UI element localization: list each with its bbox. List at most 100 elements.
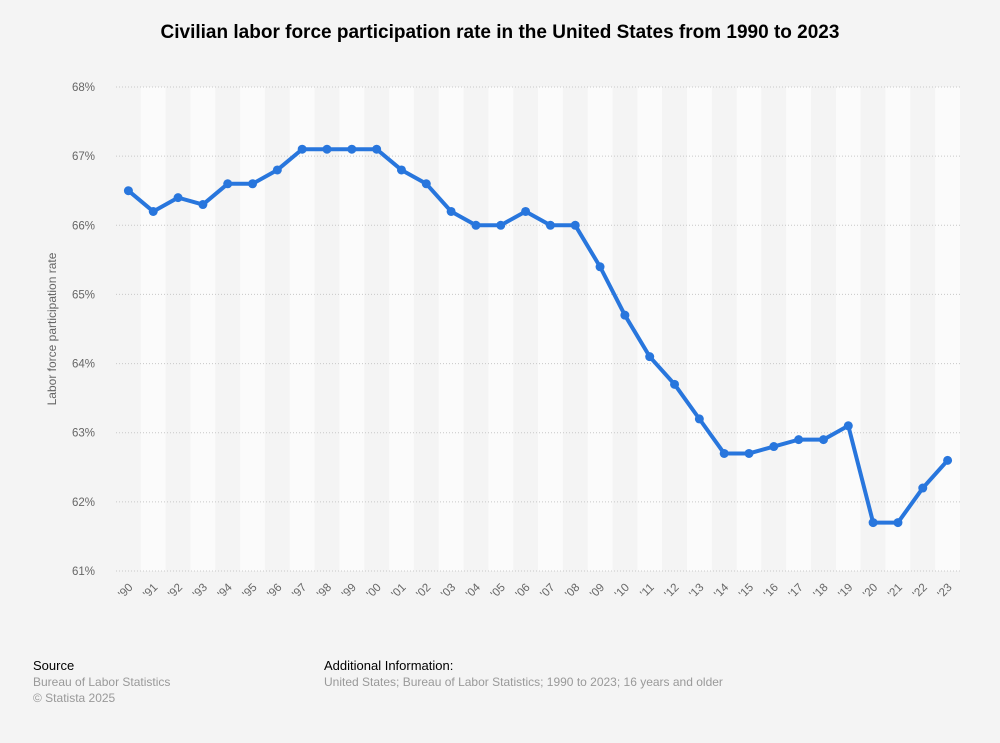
data-point [645, 352, 655, 362]
data-point [272, 165, 282, 175]
x-tick-label: '97 [290, 582, 309, 601]
data-point [943, 455, 953, 465]
x-tick-label: '98 [315, 582, 334, 601]
column-band [935, 87, 960, 571]
data-point [421, 179, 431, 189]
y-axis-label: Labor force participation rate [45, 252, 59, 405]
data-point [198, 200, 208, 210]
y-tick-label: 62% [72, 497, 95, 509]
data-point [744, 448, 754, 458]
x-tick-label: '94 [216, 581, 236, 601]
y-tick-label: 66% [72, 220, 95, 232]
column-band [587, 87, 613, 571]
x-tick-label: '11 [638, 582, 656, 600]
x-tick-label: '16 [762, 582, 781, 601]
x-tick-label: '96 [265, 582, 284, 601]
chart-title: Civilian labor force participation rate … [160, 22, 840, 43]
x-tick-label: '01 [390, 582, 409, 601]
x-tick-label: '07 [538, 582, 557, 601]
x-tick-label: '14 [712, 581, 732, 601]
x-tick-label: '92 [166, 582, 185, 601]
column-band [488, 87, 514, 571]
data-point [719, 448, 729, 458]
x-tick-label: '21 [886, 582, 905, 601]
y-tick-label: 65% [72, 289, 95, 301]
x-tick-label: '10 [613, 582, 632, 601]
column-band [438, 87, 464, 571]
data-point [372, 144, 382, 154]
data-point [868, 518, 878, 528]
column-band [835, 87, 861, 571]
series-line [126, 147, 950, 525]
column-band [786, 87, 812, 571]
y-tick-label: 61% [72, 566, 95, 578]
copyright-text: © Statista 2025 [33, 691, 116, 705]
x-tick-label: '00 [365, 582, 384, 601]
x-tick-label: '09 [588, 582, 607, 601]
x-tick-label: '08 [563, 582, 582, 601]
y-tick-label: 63% [72, 428, 95, 440]
data-point [521, 206, 531, 216]
x-tick-label: '05 [489, 582, 508, 601]
x-tick-label: '13 [687, 582, 706, 601]
data-point [570, 220, 580, 230]
column-band [736, 87, 762, 571]
x-tick-label: '95 [241, 582, 260, 601]
data-point [694, 414, 704, 424]
column-band [289, 87, 315, 571]
x-tick-label: '90 [116, 582, 135, 601]
x-tick-label: '23 [936, 582, 955, 601]
column-band [637, 87, 663, 571]
x-tick-label: '18 [812, 582, 831, 601]
data-point [446, 206, 456, 216]
column-band [190, 87, 216, 571]
column-band [389, 87, 414, 571]
data-point [223, 179, 233, 189]
data-point [248, 179, 258, 189]
data-point [297, 144, 307, 154]
x-tick-label: '03 [439, 582, 458, 601]
y-tick-label: 64% [72, 359, 95, 371]
data-point [620, 310, 630, 320]
source-heading: Source [33, 658, 75, 673]
column-band [885, 87, 911, 571]
x-tick-label: '19 [836, 582, 855, 601]
data-point [595, 262, 605, 272]
data-point [123, 186, 133, 196]
column-band [140, 87, 166, 571]
data-point [148, 206, 158, 216]
data-point [670, 379, 680, 389]
data-point [794, 435, 804, 445]
data-point [173, 193, 183, 203]
y-tick-label: 68% [72, 82, 95, 94]
data-point [471, 220, 481, 230]
x-tick-label: '99 [340, 582, 359, 601]
column-band [339, 87, 365, 571]
data-point [496, 220, 506, 230]
additional-info-heading: Additional Information: [324, 658, 454, 673]
x-tick-label: '15 [737, 582, 756, 601]
x-tick-label: '12 [663, 582, 682, 601]
x-tick-label: '06 [514, 582, 533, 601]
data-point [545, 220, 555, 230]
column-band [686, 87, 712, 571]
x-tick-label: '20 [861, 582, 880, 601]
x-tick-label: '02 [414, 582, 433, 601]
data-point [893, 518, 903, 528]
data-point [918, 483, 928, 493]
data-point [818, 435, 828, 445]
data-point [322, 144, 332, 154]
source-text: Bureau of Labor Statistics [33, 675, 171, 689]
x-tick-label: '91 [141, 582, 160, 601]
data-point [843, 421, 853, 431]
data-point [769, 442, 779, 452]
x-tick-label: '93 [191, 582, 210, 601]
x-tick-label: '17 [787, 582, 806, 601]
x-tick-label: '04 [464, 581, 484, 601]
y-tick-label: 67% [72, 151, 95, 163]
line-chart: 61% 62% 63% 64% 65% 66% 67% 68% Labor force part… [45, 82, 960, 601]
data-point [347, 144, 357, 154]
additional-info-text: United States; Bureau of Labor Statistic… [324, 675, 723, 689]
x-tick-label: '22 [911, 582, 930, 601]
data-point [396, 165, 406, 175]
